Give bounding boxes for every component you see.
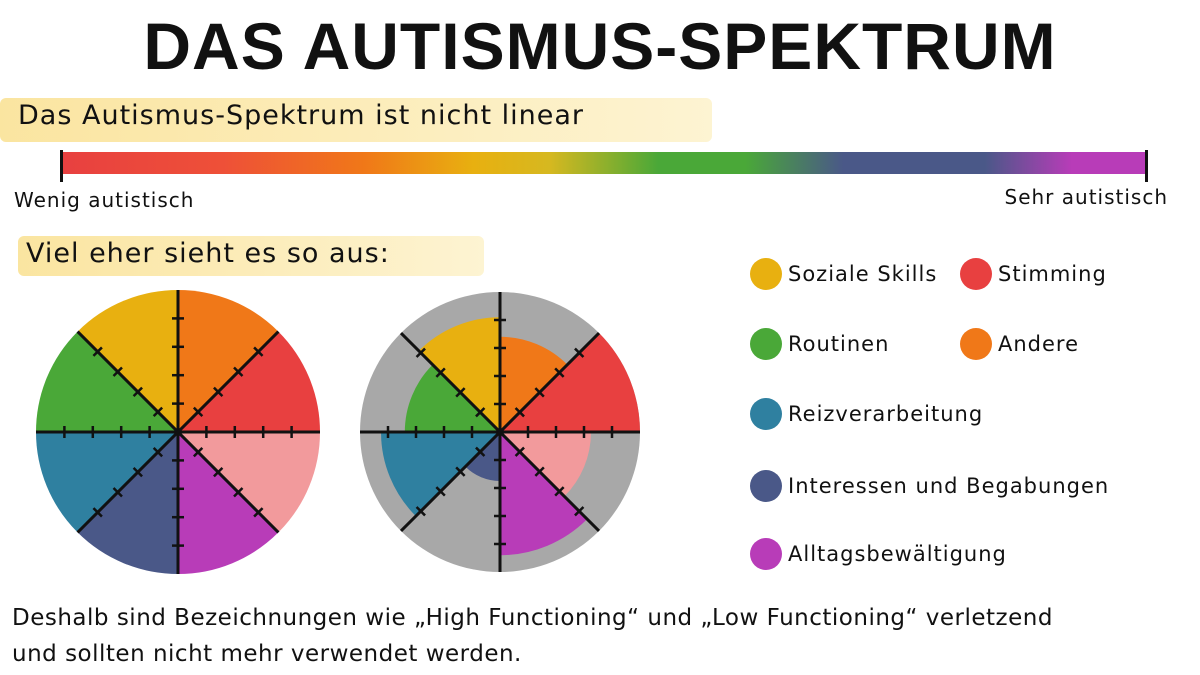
axis-tick <box>455 466 466 477</box>
axis-tick <box>92 507 103 518</box>
legend-dot <box>750 328 782 360</box>
legend-label: Reizverarbeitung <box>788 402 984 426</box>
highlight <box>0 98 712 142</box>
axis-tick <box>192 446 204 458</box>
legend-label: Stimming <box>998 262 1107 286</box>
legend-label: Interessen und Begabungen <box>788 474 1110 498</box>
axis-tick <box>92 346 103 357</box>
legend-item: Routinen <box>750 328 889 360</box>
axis-tick <box>574 347 585 358</box>
axis-tick <box>514 407 525 418</box>
sector <box>500 432 588 556</box>
legend: Soziale Skills Stimming Routinen Andere Reiz… <box>750 258 1190 588</box>
diagrams <box>36 290 640 574</box>
axis-tick <box>253 346 264 357</box>
axis-tick <box>514 446 525 457</box>
axis-tick <box>415 506 426 517</box>
axis-tick <box>534 387 545 398</box>
axis-tick <box>554 486 565 497</box>
sector <box>500 333 640 432</box>
sector <box>178 432 320 533</box>
legend-item: Interessen und Begabungen <box>750 470 1109 502</box>
legend-dot <box>750 470 782 502</box>
highlight <box>18 236 484 276</box>
legend-dot <box>750 538 782 570</box>
axis-tick <box>213 386 224 397</box>
axis-tick <box>192 406 204 418</box>
section-heading: Viel eher sieht es so aus: <box>26 238 390 269</box>
axis-tick <box>253 507 264 518</box>
bar-end <box>1145 150 1148 182</box>
axis-tick <box>233 487 244 498</box>
footer-line: und sollten nicht mehr verwendet werden. <box>12 641 522 667</box>
axis-tick <box>455 387 466 398</box>
sector <box>465 432 500 481</box>
legend-item: Soziale Skills <box>750 258 937 290</box>
axis-tick <box>152 446 164 458</box>
sector <box>178 432 279 574</box>
sector <box>418 317 500 432</box>
sector <box>178 331 320 432</box>
legend-item: Alltagsbewältigung <box>750 538 1007 570</box>
axis-tick <box>534 466 545 477</box>
legend-dot <box>960 258 992 290</box>
axis-tick <box>213 467 224 478</box>
axis-tick <box>574 506 585 517</box>
axis-tick <box>112 487 123 498</box>
sector <box>77 432 178 574</box>
scale-left-label: Wenig autistisch <box>14 188 195 212</box>
title: DAS AUTISMUS-SPEKTRUM <box>143 9 1057 83</box>
legend-dot <box>960 328 992 360</box>
legend-dot <box>750 398 782 430</box>
axis-tick <box>435 486 446 497</box>
axis-line <box>76 330 280 534</box>
legend-dot <box>750 258 782 290</box>
spectrum-bar <box>60 152 1148 174</box>
legend-label: Alltagsbewältigung <box>788 542 1007 566</box>
axis-tick <box>554 367 565 378</box>
axis-tick <box>233 366 244 377</box>
axis-tick <box>152 406 164 418</box>
axis-tick <box>475 407 486 418</box>
axis-tick <box>132 386 143 397</box>
sector <box>178 290 279 432</box>
sector <box>36 432 178 533</box>
bar-end <box>60 150 63 182</box>
axis-tick <box>475 446 486 457</box>
scale-right-label: Sehr autistisch <box>1004 185 1168 209</box>
axis-line <box>399 331 601 533</box>
axis-tick <box>435 367 446 378</box>
sector <box>77 290 178 432</box>
subtitle: Das Autismus-Spektrum ist nicht linear <box>18 100 585 131</box>
axis-tick <box>132 467 143 478</box>
sector <box>36 331 178 432</box>
legend-item: Andere <box>960 328 1079 360</box>
legend-item: Stimming <box>960 258 1107 290</box>
footer-line: Deshalb sind Bezeichnungen wie „High Fun… <box>12 605 1053 631</box>
legend-label: Routinen <box>788 332 890 356</box>
legend-label: Soziale Skills <box>788 262 938 286</box>
footer: Deshalb sind Bezeichnungen wie „High Fun… <box>12 600 1053 672</box>
legend-item: Reizverarbeitung <box>750 398 983 430</box>
legend-label: Andere <box>998 332 1080 356</box>
axis-tick <box>415 347 426 358</box>
sector <box>381 432 500 517</box>
axis-tick <box>112 366 123 377</box>
